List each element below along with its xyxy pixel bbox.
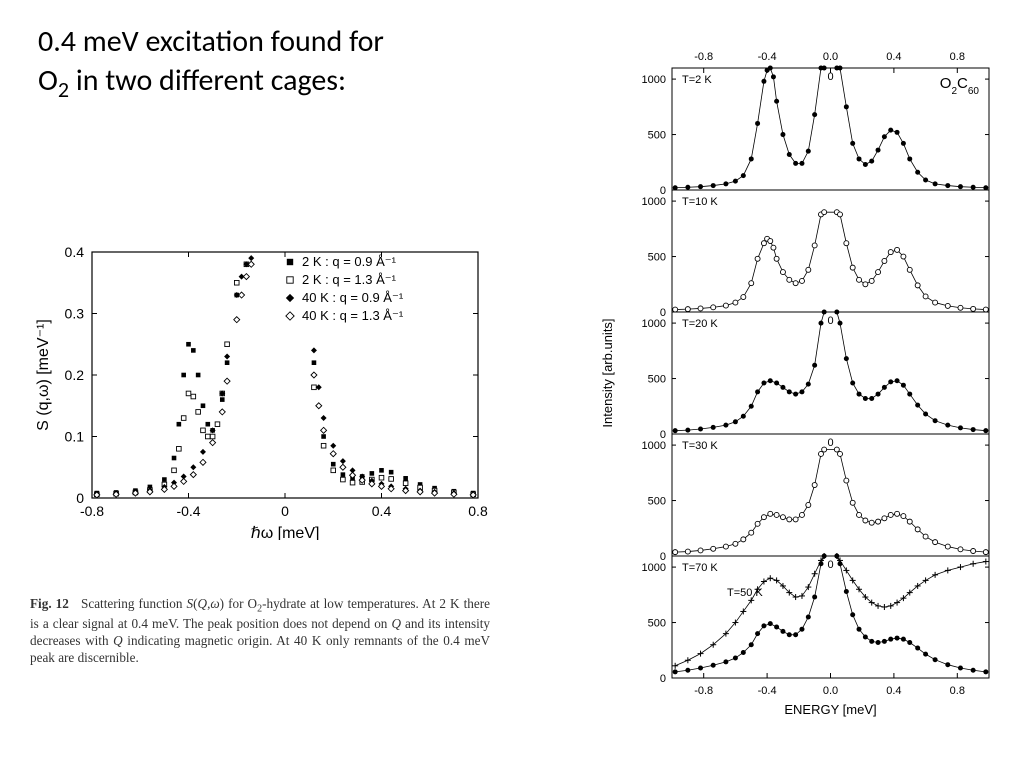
svg-text:0: 0 (281, 503, 289, 519)
svg-text:1000: 1000 (642, 562, 666, 574)
svg-text:0.4: 0.4 (372, 503, 392, 519)
svg-text:0.4: 0.4 (886, 685, 901, 697)
svg-text:500: 500 (648, 618, 666, 630)
svg-text:T=2 K: T=2 K (682, 74, 712, 86)
svg-text:-0.8: -0.8 (694, 51, 713, 63)
svg-text:0.4: 0.4 (886, 51, 901, 63)
svg-text:1000: 1000 (642, 74, 666, 86)
svg-text:1000: 1000 (642, 196, 666, 208)
svg-text:0: 0 (76, 490, 84, 506)
svg-text:500: 500 (648, 130, 666, 142)
svg-text:0: 0 (827, 315, 833, 327)
svg-text:S (q,ω) [meV⁻¹]: S (q,ω) [meV⁻¹] (35, 319, 52, 431)
left-scatter-chart: -0.8-0.400.40.8ℏω [meV]00.10.20.30.4S (q… (30, 240, 490, 540)
title-line2-pre: O (38, 62, 58, 99)
page-title: 0.4 meV excitation found for O2 in two d… (38, 22, 384, 105)
caption-fig-label: Fig. 12 (30, 596, 69, 611)
svg-text:-0.4: -0.4 (758, 685, 777, 697)
svg-text:0.3: 0.3 (65, 306, 85, 322)
right-stacked-chart: -0.8 -0.4 0.0 0.4 0.8 0 500 1000 T=2 K 0 0 500 1000 T… (594, 40, 1004, 740)
svg-text:O2C60: O2C60 (940, 75, 980, 97)
svg-text:1000: 1000 (642, 440, 666, 452)
svg-text:500: 500 (648, 374, 666, 386)
svg-text:0: 0 (827, 559, 833, 571)
svg-text:0.8: 0.8 (468, 503, 488, 519)
title-line2-post: in two different cages: (69, 62, 346, 99)
svg-text:T=10 K: T=10 K (682, 196, 718, 208)
svg-text:0: 0 (660, 673, 666, 685)
svg-text:0.0: 0.0 (823, 51, 838, 63)
svg-text:-0.4: -0.4 (758, 51, 777, 63)
svg-text:0: 0 (827, 437, 833, 449)
svg-text:0.4: 0.4 (65, 244, 85, 260)
figure-caption: Fig. 12 Scattering function S(Q,ω) for O… (30, 596, 490, 667)
svg-text:1000: 1000 (642, 318, 666, 330)
svg-text:0.0: 0.0 (823, 685, 838, 697)
title-line2-sub: 2 (58, 76, 69, 103)
svg-text:T=50 K: T=50 K (727, 587, 763, 599)
svg-text:40 K : q = 0.9 Å⁻¹: 40 K : q = 0.9 Å⁻¹ (302, 290, 404, 305)
svg-text:0.1: 0.1 (65, 429, 85, 445)
svg-text:500: 500 (648, 496, 666, 508)
svg-text:0: 0 (827, 71, 833, 83)
svg-text:T=70 K: T=70 K (682, 562, 718, 574)
svg-text:-0.4: -0.4 (176, 503, 200, 519)
svg-text:T=30 K: T=30 K (682, 440, 718, 452)
svg-text:Intensity [arb.units]: Intensity [arb.units] (600, 318, 615, 427)
title-line1: 0.4 meV excitation found for (38, 23, 384, 60)
svg-text:0.2: 0.2 (65, 367, 85, 383)
svg-text:0.8: 0.8 (950, 685, 965, 697)
svg-text:-0.8: -0.8 (694, 685, 713, 697)
svg-text:2 K : q = 1.3 Å⁻¹: 2 K : q = 1.3 Å⁻¹ (302, 272, 397, 287)
svg-text:2 K : q = 0.9 Å⁻¹: 2 K : q = 0.9 Å⁻¹ (302, 254, 397, 269)
svg-text:500: 500 (648, 252, 666, 264)
svg-text:40 K : q = 1.3 Å⁻¹: 40 K : q = 1.3 Å⁻¹ (302, 308, 404, 323)
svg-text:T=20 K: T=20 K (682, 318, 718, 330)
svg-text:ENERGY [meV]: ENERGY [meV] (784, 702, 876, 717)
svg-text:ℏω [meV]: ℏω [meV] (251, 525, 320, 540)
svg-text:0.8: 0.8 (950, 51, 965, 63)
